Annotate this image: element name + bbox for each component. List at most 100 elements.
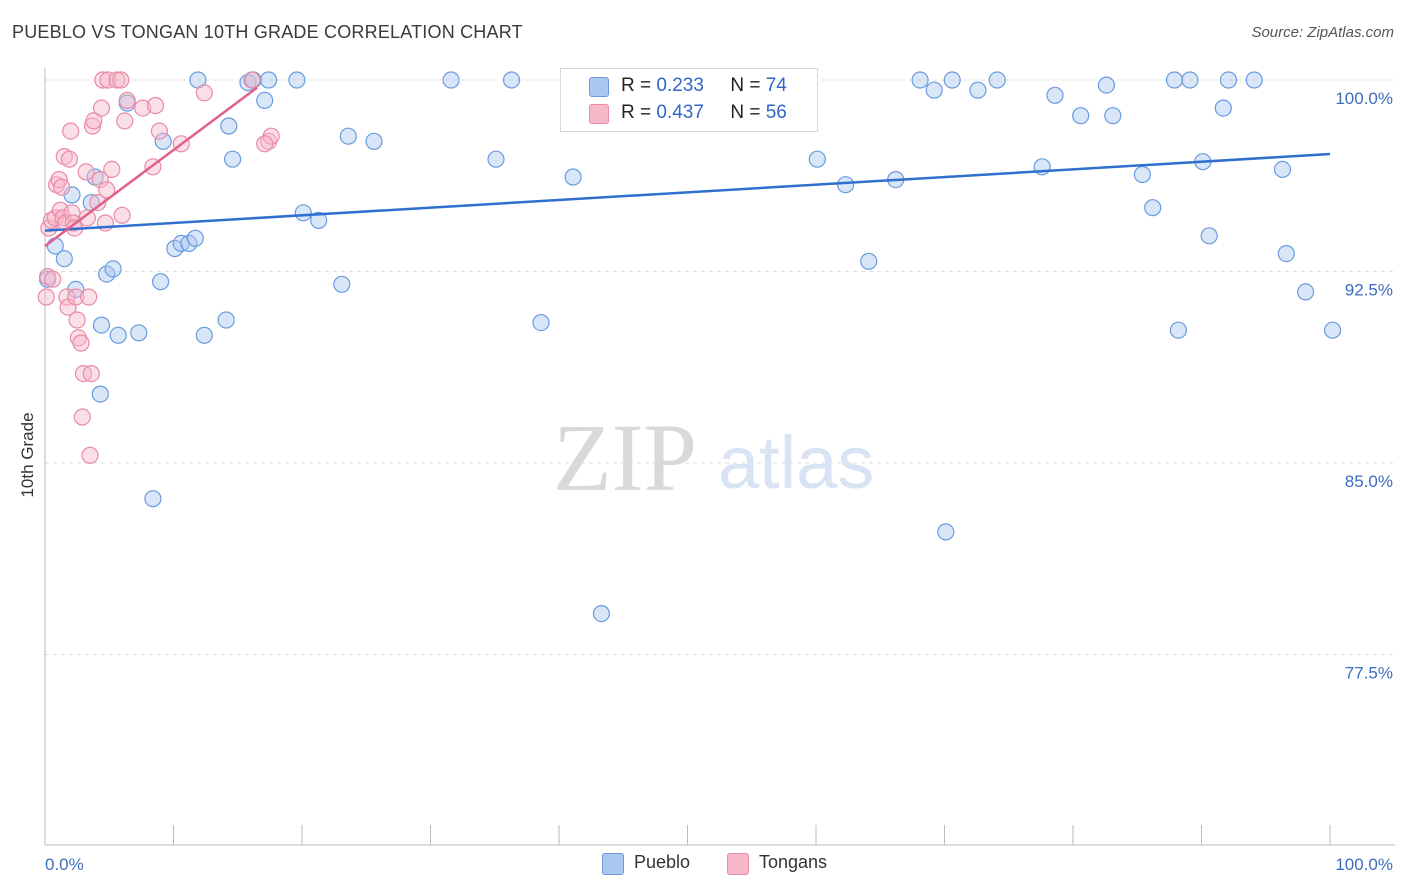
tongan-point-49: [150, 122, 168, 140]
pueblo-point-61: [1133, 165, 1152, 184]
pueblo-point-47: [836, 176, 855, 194]
pueblo-point-8: [92, 316, 111, 334]
y-tick-label-2: 85.0%: [1345, 472, 1393, 491]
pueblo-point-7: [91, 385, 109, 403]
pueblo-point-52: [937, 523, 955, 541]
pueblo-legend-swatch: [602, 853, 624, 875]
pueblo-point-42: [592, 604, 611, 623]
x-tick-label-0: 0.0%: [45, 855, 84, 874]
tongan-point-36: [94, 71, 112, 89]
pueblo-point-2: [55, 250, 73, 268]
tongan-n-value: 56: [765, 102, 787, 123]
tongan-point-46: [134, 99, 152, 117]
tongan-legend-label: Tongans: [759, 852, 828, 872]
tongan-n-label: N =: [730, 102, 761, 123]
pueblo-point-36: [442, 71, 460, 89]
tongan-trend-line: [44, 86, 258, 247]
y-tick-label-3: 77.5%: [1345, 664, 1393, 683]
pueblo-point-57: [1046, 86, 1064, 104]
pueblo-point-25: [224, 150, 242, 168]
watermark-zip: ZIP: [553, 404, 697, 511]
watermark-atlas: atlas: [718, 421, 874, 504]
tongan-point-20: [67, 288, 85, 306]
tongan-point-16: [62, 122, 80, 140]
axes: [44, 68, 1395, 846]
tongan-point-52: [243, 71, 261, 89]
source-label: Source: ZipAtlas.com: [1251, 24, 1394, 41]
tongan-point-23: [72, 334, 90, 352]
tongan-point-28: [80, 288, 98, 306]
tongan-point-55: [256, 135, 274, 153]
pueblo-point-54: [969, 81, 987, 99]
pueblo-point-10: [104, 260, 122, 278]
pueblo-point-30: [288, 71, 306, 89]
pueblo-point-65: [1181, 71, 1199, 89]
pueblo-point-73: [1296, 283, 1315, 301]
tongan-point-43: [113, 206, 131, 224]
tongan-r-label: R =: [621, 102, 652, 123]
watermark: ZIP atlas: [553, 404, 874, 511]
tongan-point-35: [92, 99, 111, 117]
tongan-point-32: [85, 112, 103, 130]
tongan-point-45: [118, 91, 136, 110]
pueblo-point-31: [294, 204, 312, 222]
tongan-r-value: 0.437: [656, 102, 704, 123]
tongan-point-24: [73, 408, 91, 426]
tongan-point-44: [116, 112, 134, 130]
pueblo-legend-label: Pueblo: [634, 852, 691, 872]
pueblo-point-28: [256, 91, 274, 110]
pueblo-point-51: [925, 81, 943, 99]
pueblo-point-58: [1072, 107, 1090, 125]
pueblo-point-55: [988, 71, 1006, 89]
pueblo-trend-line: [44, 152, 1331, 232]
pueblo-point-69: [1219, 71, 1238, 89]
tick-labels: 100.0% 92.5% 85.0% 77.5% 0.0% 100.0%: [45, 89, 1393, 874]
tongan-point-9: [53, 178, 71, 196]
y-tick-label-0: 100.0%: [1335, 89, 1393, 108]
pueblo-point-32: [310, 211, 328, 229]
tongan-point-4: [44, 270, 62, 288]
pueblo-point-37: [487, 150, 505, 168]
tongan-points: [37, 71, 280, 464]
pueblo-point-59: [1097, 76, 1116, 94]
tongan-point-39: [98, 181, 116, 199]
pueblo-point-68: [1214, 99, 1232, 117]
pueblo-point-16: [154, 132, 172, 150]
pueblo-point-29: [260, 71, 278, 89]
pueblo-point-22: [195, 326, 213, 344]
pueblo-r-value: 0.233: [656, 75, 704, 96]
tongan-point-41: [108, 71, 126, 89]
tongan-point-37: [99, 71, 117, 89]
pueblo-point-71: [1273, 160, 1292, 178]
pueblo-point-11: [109, 326, 127, 344]
pueblo-n-value: 74: [765, 75, 787, 96]
pueblo-point-39: [532, 314, 550, 332]
pueblo-r-label: R =: [621, 75, 652, 96]
pueblo-point-14: [144, 490, 162, 508]
tongan-legend-swatch: [727, 853, 749, 875]
pueblo-point-23: [217, 311, 235, 329]
stats-legend: R = 0.233 N = 74 R = 0.437 N = 56: [560, 68, 818, 132]
pueblo-points: [38, 71, 1342, 623]
tongan-point-33: [89, 194, 107, 212]
pueblo-n-label: N =: [730, 75, 761, 96]
pueblo-point-35: [365, 132, 383, 150]
tongan-point-27: [78, 209, 97, 227]
pueblo-point-24: [220, 117, 238, 135]
tongan-swatch: [589, 104, 609, 124]
y-axis-label: 10th Grade: [18, 412, 37, 497]
tongan-point-34: [91, 171, 109, 189]
pueblo-point-38: [502, 71, 521, 89]
tongan-point-30: [82, 365, 100, 383]
tongan-point-26: [77, 163, 95, 181]
pueblo-point-67: [1200, 227, 1218, 245]
pueblo-point-15: [152, 273, 170, 291]
chart-title: PUEBLO VS TONGAN 10TH GRADE CORRELATION …: [12, 22, 523, 42]
tongan-point-40: [103, 160, 121, 178]
tongan-point-42: [112, 71, 130, 89]
pueblo-point-74: [1323, 321, 1342, 339]
pueblo-point-48: [860, 252, 878, 270]
pueblo-point-70: [1245, 71, 1263, 89]
grid: [45, 79, 1395, 655]
